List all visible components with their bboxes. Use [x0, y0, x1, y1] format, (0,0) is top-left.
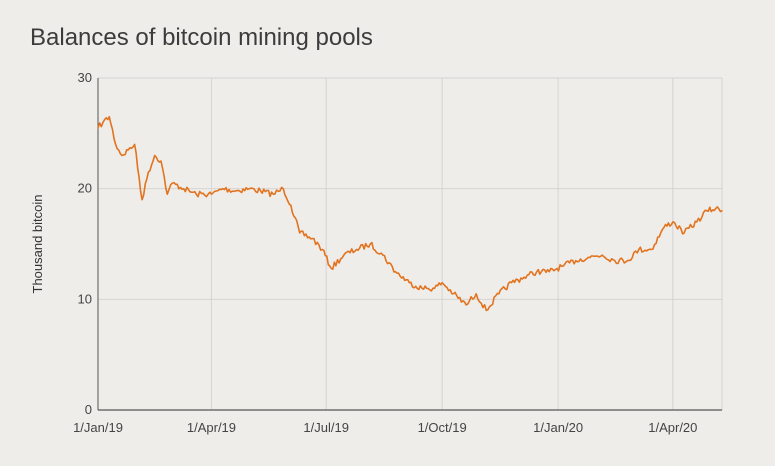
x-tick-label: 1/Oct/19: [418, 420, 467, 435]
chart-title: Balances of bitcoin mining pools: [30, 24, 373, 51]
x-tick-label: 1/Apr/19: [187, 420, 236, 435]
y-tick-label: 0: [85, 402, 92, 417]
x-tick-label: 1/Jul/19: [303, 420, 349, 435]
grid-layer: [98, 77, 723, 410]
x-tick-label: 1/Jan/19: [73, 420, 123, 435]
x-tick-label: 1/Jan/20: [533, 420, 583, 435]
x-tick-label: 1/Apr/20: [648, 420, 697, 435]
y-axis-label: Thousand bitcoin: [30, 194, 45, 293]
label-layer: 0 10 20 30 1/Jan/19 1/Apr/19 1/Jul/19 1/Oct/19 1…: [73, 70, 697, 435]
y-tick-label: 10: [78, 291, 92, 306]
y-tick-label: 20: [78, 181, 92, 196]
series-line-0: [97, 115, 723, 312]
series-layer: [97, 115, 723, 312]
y-tick-label: 30: [78, 70, 92, 85]
axis-layer: [97, 78, 722, 411]
